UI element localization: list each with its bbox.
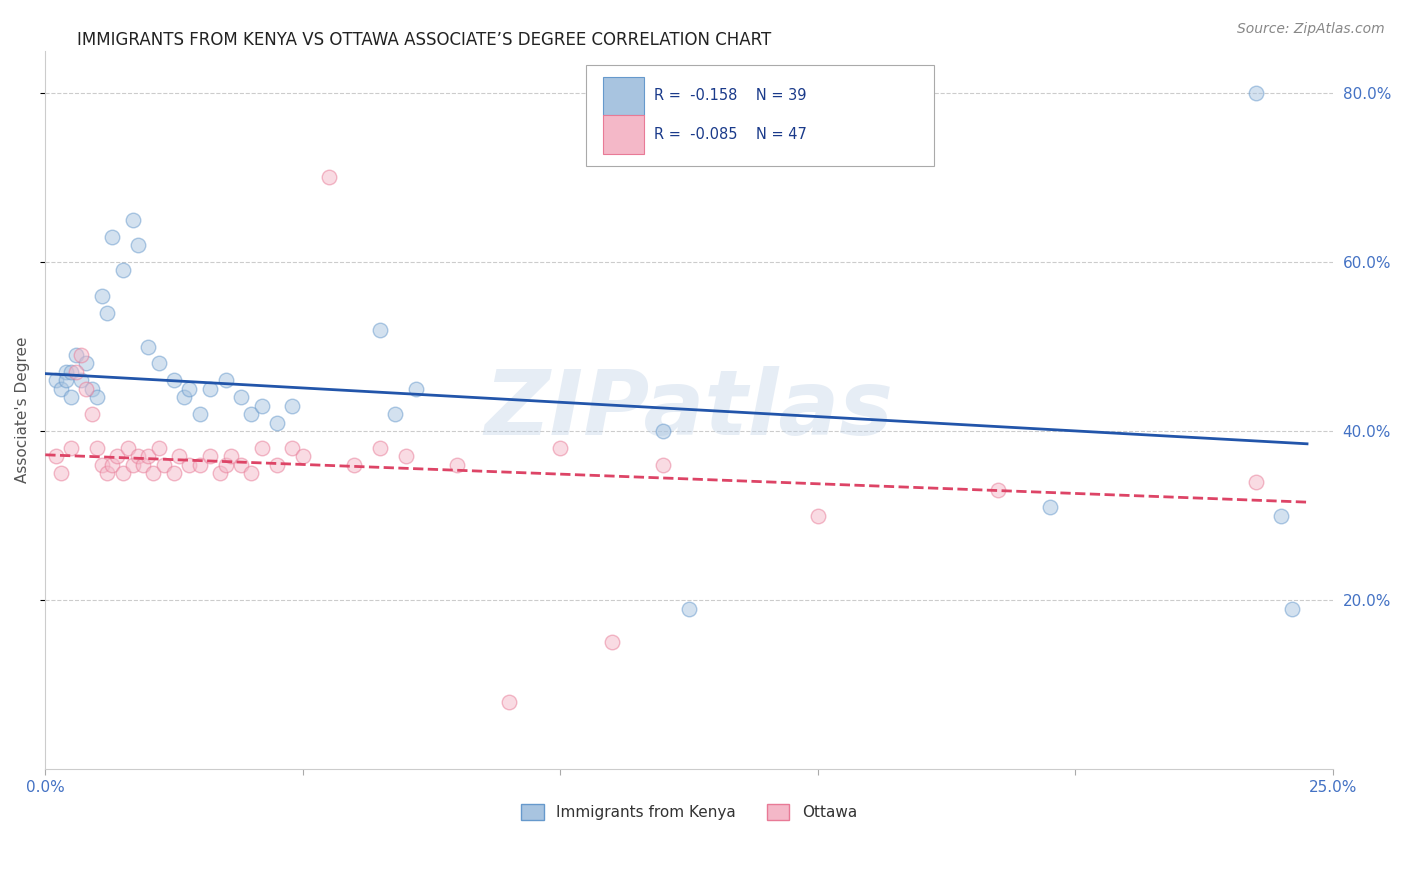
Point <box>250 399 273 413</box>
Point <box>600 635 623 649</box>
Point <box>807 508 830 523</box>
Point <box>179 458 201 472</box>
Point <box>281 399 304 413</box>
Point <box>1270 508 1292 523</box>
Point <box>198 450 221 464</box>
Point <box>652 424 675 438</box>
Point <box>167 450 190 464</box>
Point <box>188 407 211 421</box>
Point <box>343 458 366 472</box>
Point <box>45 450 67 464</box>
Point <box>548 441 571 455</box>
Point <box>117 441 139 455</box>
Point <box>281 441 304 455</box>
Point <box>368 441 391 455</box>
Point <box>240 467 263 481</box>
Point <box>136 340 159 354</box>
Point <box>1281 601 1303 615</box>
Point <box>127 238 149 252</box>
Point <box>96 306 118 320</box>
Text: R =  -0.158    N = 39: R = -0.158 N = 39 <box>654 88 807 103</box>
Point <box>80 382 103 396</box>
Point <box>209 467 232 481</box>
Point <box>55 373 77 387</box>
Point <box>111 263 134 277</box>
Point <box>70 348 93 362</box>
Point <box>368 323 391 337</box>
Point <box>1244 475 1267 489</box>
Point <box>65 365 87 379</box>
Point <box>90 458 112 472</box>
FancyBboxPatch shape <box>603 77 644 115</box>
Point <box>987 483 1010 498</box>
Point <box>127 450 149 464</box>
Text: IMMIGRANTS FROM KENYA VS OTTAWA ASSOCIATE’S DEGREE CORRELATION CHART: IMMIGRANTS FROM KENYA VS OTTAWA ASSOCIAT… <box>77 31 772 49</box>
Point <box>198 382 221 396</box>
Point <box>446 458 468 472</box>
Point <box>86 390 108 404</box>
Point <box>1244 86 1267 100</box>
Y-axis label: Associate's Degree: Associate's Degree <box>15 337 30 483</box>
Point <box>60 365 83 379</box>
Point <box>101 458 124 472</box>
Point <box>49 382 72 396</box>
Point <box>266 416 288 430</box>
Point <box>136 450 159 464</box>
FancyBboxPatch shape <box>586 65 934 166</box>
Point <box>266 458 288 472</box>
Point <box>152 458 174 472</box>
Point <box>678 601 700 615</box>
Point <box>498 695 520 709</box>
Point <box>132 458 155 472</box>
Text: ZIPatlas: ZIPatlas <box>485 366 894 454</box>
Text: Source: ZipAtlas.com: Source: ZipAtlas.com <box>1237 22 1385 37</box>
Point <box>121 458 143 472</box>
Point <box>240 407 263 421</box>
Point <box>291 450 314 464</box>
Point <box>250 441 273 455</box>
Point <box>148 357 170 371</box>
Point <box>76 357 98 371</box>
Point <box>96 467 118 481</box>
Text: R =  -0.085    N = 47: R = -0.085 N = 47 <box>654 128 807 142</box>
FancyBboxPatch shape <box>603 115 644 154</box>
Point <box>70 373 93 387</box>
Point <box>229 390 252 404</box>
Point <box>45 373 67 387</box>
Point <box>318 170 340 185</box>
Point <box>214 373 236 387</box>
Point <box>49 467 72 481</box>
Point <box>188 458 211 472</box>
Point <box>173 390 195 404</box>
Point <box>121 212 143 227</box>
Point <box>142 467 165 481</box>
Point <box>86 441 108 455</box>
Point <box>163 467 186 481</box>
Point <box>395 450 418 464</box>
Point <box>76 382 98 396</box>
Point <box>1038 500 1060 515</box>
Point <box>65 348 87 362</box>
Point <box>80 407 103 421</box>
Point <box>405 382 427 396</box>
Point <box>179 382 201 396</box>
Legend: Immigrants from Kenya, Ottawa: Immigrants from Kenya, Ottawa <box>515 798 863 826</box>
Point <box>148 441 170 455</box>
Point <box>652 458 675 472</box>
Point <box>60 390 83 404</box>
Point <box>55 365 77 379</box>
Point <box>229 458 252 472</box>
Point <box>214 458 236 472</box>
Point <box>219 450 242 464</box>
Point <box>105 450 128 464</box>
Point <box>111 467 134 481</box>
Point <box>384 407 406 421</box>
Point <box>60 441 83 455</box>
Point <box>90 289 112 303</box>
Point <box>101 229 124 244</box>
Point <box>163 373 186 387</box>
